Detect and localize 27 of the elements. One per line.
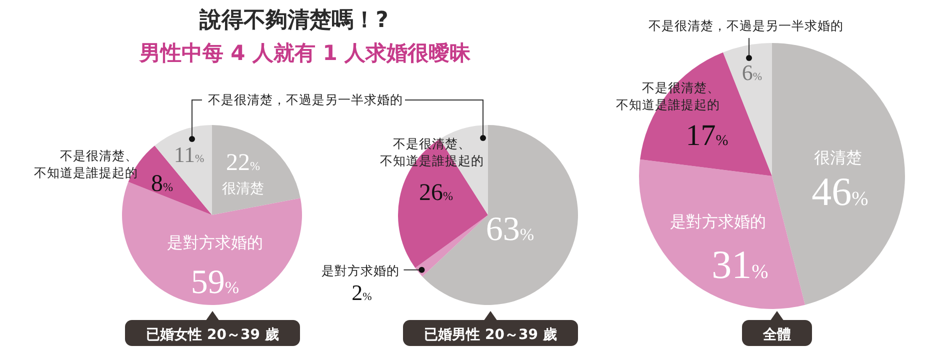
slice-label: 是對方求婚的: [670, 212, 766, 231]
data-label: 63%: [486, 211, 534, 248]
slice-label: 是對方求婚的: [167, 233, 263, 252]
data-label: 6%: [742, 60, 762, 85]
slice-label: 很清楚: [814, 148, 862, 167]
slice-label: 是對方求婚的: [322, 262, 400, 278]
text: 說得不夠清楚嗎！?: [198, 8, 388, 33]
text: 已婚男性 20～39 歲: [424, 327, 557, 343]
text: 全體: [762, 327, 791, 343]
data-label: 8%: [151, 171, 173, 197]
data-label: 31%: [712, 242, 768, 287]
pie-slice: [415, 215, 488, 277]
data-label: 2%: [352, 280, 372, 305]
data-label: 11%: [174, 142, 204, 167]
data-label: 26%: [419, 180, 453, 206]
slice-label: 很清楚: [222, 181, 264, 197]
pie-slice: [639, 159, 806, 309]
text: 已婚女性 20～39 歲: [146, 327, 279, 343]
slice-label: 不是很清楚，不過是另一半求婚的: [648, 18, 844, 33]
data-label: 46%: [812, 169, 868, 214]
pie-slice: [772, 43, 905, 305]
data-label: 17%: [686, 119, 728, 152]
data-label: 59%: [190, 264, 240, 301]
slice-label: 不是很清楚，不過是另一半求婚的: [208, 92, 403, 107]
text: 男性中每 4 人就有 1 人求婚很曖昧: [138, 41, 472, 65]
data-label: 22%: [226, 150, 260, 176]
pie-slice: [640, 52, 772, 176]
